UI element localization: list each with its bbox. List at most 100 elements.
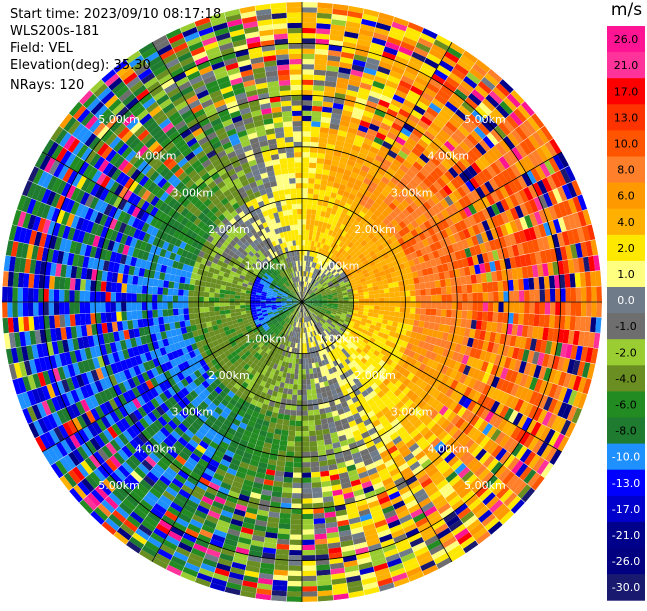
range-gate (374, 306, 380, 310)
range-gate (306, 214, 311, 220)
range-gate (302, 69, 314, 75)
range-gate (277, 413, 284, 419)
range-gate (560, 288, 566, 301)
range-gate (297, 400, 302, 405)
range-gate (287, 591, 302, 597)
range-gate (276, 418, 283, 424)
range-gate (294, 374, 298, 380)
range-gate (550, 302, 555, 315)
range-gate (315, 425, 322, 431)
range-gate (389, 287, 395, 292)
range-gate (312, 477, 321, 483)
range-gate (317, 445, 325, 451)
range-gate (369, 306, 374, 310)
range-gate (297, 405, 303, 410)
range-gate (302, 421, 308, 426)
range-gate (302, 550, 315, 556)
range-gate (467, 302, 472, 311)
range-gate (348, 304, 353, 307)
range-gate (302, 173, 309, 178)
range-gate (380, 302, 385, 306)
range-gate (317, 153, 325, 159)
range-gate (462, 285, 468, 294)
range-gate (302, 560, 315, 566)
range-gate (498, 302, 503, 312)
range-gate (289, 560, 302, 566)
range-gate (447, 302, 452, 310)
range-gate (364, 305, 369, 309)
range-gate (379, 310, 385, 315)
range-gate (302, 555, 315, 561)
range-gate (289, 545, 302, 551)
range-gate (364, 295, 369, 299)
range-gate (316, 388, 322, 394)
range-gate (302, 436, 309, 441)
range-gate (290, 535, 302, 540)
range-gate (302, 447, 310, 452)
range-gate (311, 215, 316, 221)
range-gate (364, 302, 369, 305)
range-gate (291, 400, 297, 406)
range-gate (364, 299, 369, 302)
range-gate (310, 220, 315, 226)
range-gate (292, 498, 302, 503)
range-gate (385, 297, 390, 302)
range-gate (302, 400, 307, 405)
range-gate (314, 528, 326, 534)
range-gate (393, 317, 399, 323)
range-gate (436, 295, 441, 302)
range-gate (276, 460, 285, 466)
range-gate (514, 302, 519, 313)
range-gate (431, 302, 436, 309)
range-gate (446, 286, 452, 294)
range-gate (276, 544, 289, 550)
range-gate (292, 395, 297, 401)
range-gate (492, 282, 498, 292)
range-gate (302, 33, 316, 39)
range-gate (415, 290, 421, 296)
range-gate (293, 384, 298, 390)
range-gate (296, 353, 299, 358)
range-gate (302, 565, 316, 571)
range-gate (312, 204, 318, 210)
range-gate (509, 291, 514, 302)
range-gate (586, 287, 592, 302)
range-gate (284, 472, 293, 478)
range-gate (307, 395, 312, 401)
range-gate (291, 509, 302, 514)
range-gate (316, 168, 323, 174)
range-gate (420, 314, 426, 321)
range-gate (308, 188, 314, 194)
range-gate (302, 240, 305, 245)
range-gate (405, 296, 410, 302)
range-gate (408, 278, 414, 285)
range-gate (314, 184, 321, 190)
range-gate (292, 488, 302, 493)
range-gate (302, 142, 310, 147)
range-gate (473, 293, 478, 302)
range-gate (426, 289, 432, 296)
range-gate (302, 116, 312, 121)
range-gate (580, 317, 586, 332)
range-gate (535, 302, 540, 314)
range-gate (302, 369, 306, 374)
range-gate (400, 291, 406, 297)
range-gate (430, 316, 436, 323)
range-gate (478, 293, 483, 302)
range-gate (571, 288, 577, 302)
range-gate (302, 100, 312, 105)
range-gate (457, 302, 462, 310)
range-gate (308, 410, 314, 416)
range-gate (311, 472, 320, 478)
range-gate (294, 452, 302, 457)
range-gate (302, 152, 310, 157)
range-gate (460, 276, 466, 285)
range-gate (315, 420, 322, 426)
range-gate (289, 550, 302, 555)
range-gate (369, 302, 374, 306)
range-gate (312, 101, 323, 107)
range-gate (310, 451, 318, 457)
range-gate (575, 273, 581, 287)
range-gate (292, 390, 297, 396)
range-gate (309, 235, 313, 241)
